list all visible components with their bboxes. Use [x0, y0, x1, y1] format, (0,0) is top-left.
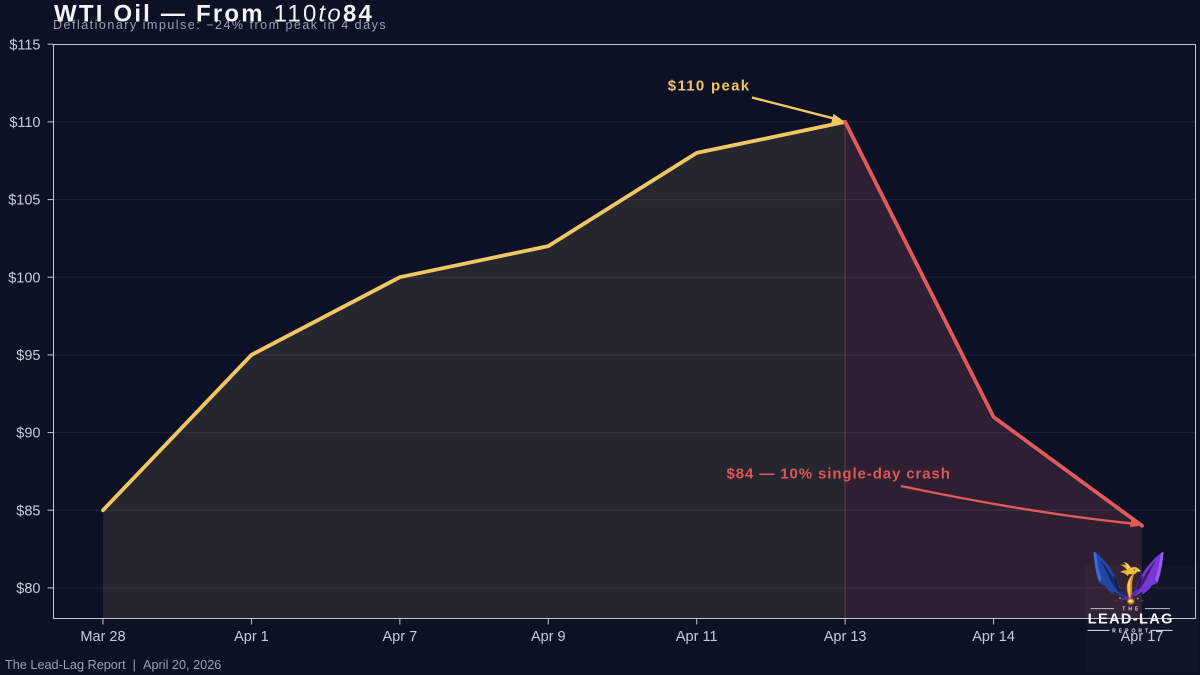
svg-text:$95: $95	[16, 348, 40, 364]
svg-text:Apr 11: Apr 11	[676, 629, 718, 645]
svg-text:$85: $85	[16, 503, 40, 519]
svg-text:Apr 14: Apr 14	[972, 629, 1015, 645]
svg-text:$80: $80	[16, 581, 40, 597]
svg-text:Mar 28: Mar 28	[80, 629, 125, 645]
svg-text:$90: $90	[16, 426, 40, 442]
svg-text:$110 peak: $110 peak	[668, 77, 751, 94]
svg-text:$110: $110	[9, 115, 40, 131]
svg-text:WTI Oil — From 110to84: WTI Oil — From 110to84	[54, 1, 374, 28]
svg-text:$105: $105	[8, 193, 40, 209]
svg-text:The Lead-Lag Report | April: The Lead-Lag Report | April 20, 2026	[5, 658, 221, 672]
svg-text:$115: $115	[9, 37, 40, 53]
svg-text:Apr 13: Apr 13	[824, 629, 867, 645]
svg-text:Apr 1: Apr 1	[234, 629, 269, 645]
svg-text:Apr 17: Apr 17	[1121, 629, 1164, 645]
svg-text:REPORT: REPORT	[1112, 628, 1151, 634]
svg-text:$84 — 10% single-day crash: $84 — 10% single-day crash	[727, 466, 951, 483]
svg-text:Apr 9: Apr 9	[531, 629, 566, 645]
svg-text:LEAD-LAG: LEAD-LAG	[1088, 612, 1174, 628]
svg-text:Apr 7: Apr 7	[383, 629, 418, 645]
svg-text:THE: THE	[1122, 606, 1141, 612]
svg-text:Deflationary impulse: −24% fr: Deflationary impulse: −24% from peak in …	[53, 18, 387, 32]
svg-text:$100: $100	[8, 270, 40, 286]
